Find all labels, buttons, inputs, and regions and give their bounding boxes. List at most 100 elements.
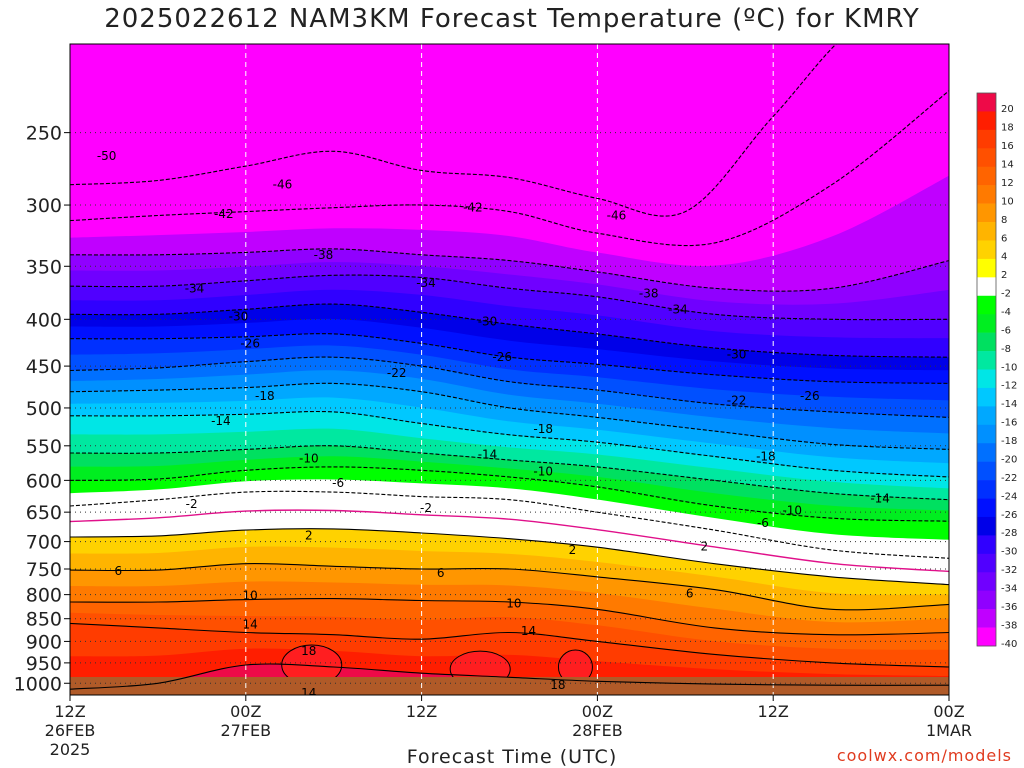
colorbar-swatch	[977, 443, 996, 462]
freezing-line	[70, 509, 949, 573]
isotherm-label: 6	[686, 587, 694, 601]
isotherm-line	[70, 90, 949, 247]
colorbar-tick-label: -6	[1001, 325, 1011, 336]
colorbar-swatch	[977, 406, 996, 426]
isotherm-label: -2	[420, 501, 432, 515]
colorbar-swatch	[977, 222, 996, 241]
colorbar-tick-label: 12	[1001, 178, 1014, 189]
isotherm-label: -2	[186, 497, 198, 511]
isotherm-label: -38	[314, 248, 334, 262]
isotherm-label: -14	[211, 414, 231, 428]
colorbar-tick-label: 14	[1001, 160, 1014, 171]
y-tick-label: 1000	[14, 673, 62, 695]
colorbar-swatch	[977, 498, 996, 518]
colorbar-tick-label: 6	[1001, 233, 1007, 244]
colorbar-swatch	[977, 369, 996, 389]
colorbar-swatch	[977, 351, 996, 370]
colorbar-swatch	[977, 590, 996, 610]
chart-title: 2025022612 NAM3KM Forecast Temperature (…	[104, 4, 920, 34]
x-tick-label: 1MAR	[926, 721, 972, 740]
isotherm-label: -26	[492, 350, 512, 364]
y-tick-label: 600	[26, 470, 62, 492]
isotherm-line	[70, 44, 837, 217]
colorbar-tick-label: -18	[1001, 436, 1017, 447]
isotherm-label: -18	[533, 422, 553, 436]
isotherm-label: -14	[478, 447, 498, 461]
colorbar-swatch	[977, 572, 996, 591]
isotherm-line	[70, 248, 949, 292]
y-tick-label: 900	[26, 631, 62, 653]
isotherm-label: -46	[273, 178, 293, 192]
colorbar-tick-label: 2	[1001, 270, 1007, 281]
isotherm-label: -18	[255, 389, 275, 403]
isotherm-label: -34	[185, 281, 205, 295]
colorbar-tick-label: -26	[1001, 510, 1017, 521]
colorbar-tick-label: 20	[1001, 104, 1014, 115]
x-tick-label: 12Z	[406, 702, 437, 721]
y-tick-label: 700	[26, 532, 62, 554]
y-tick-label: 850	[26, 609, 62, 631]
isotherm-label: -22	[387, 366, 407, 380]
colorbar-tick-label: -20	[1001, 454, 1017, 465]
colorbar-swatch	[977, 480, 996, 499]
isotherm-line	[70, 622, 949, 668]
isotherm-label: -30	[478, 314, 498, 328]
colorbar-tick-label: -36	[1001, 602, 1017, 613]
x-tick-label: 26FEB	[45, 721, 96, 740]
isotherm-line	[70, 490, 949, 559]
colorbar-swatch	[977, 332, 996, 352]
ground-strip	[70, 677, 949, 695]
isotherm-line	[70, 303, 949, 358]
isotherm-label: 14	[521, 624, 536, 638]
colorbar-tick-label: -22	[1001, 473, 1017, 484]
isotherm-label: -34	[416, 276, 436, 290]
x-tick-label: 28FEB	[572, 721, 623, 740]
colorbar-swatch	[977, 277, 996, 297]
x-tick-label: 2025	[50, 740, 91, 759]
colorbar-tick-label: -28	[1001, 528, 1017, 539]
isotherm-line	[70, 466, 949, 522]
isotherm-line	[70, 528, 949, 586]
plot-frame	[69, 43, 950, 696]
isotherm-line	[70, 333, 949, 384]
isotherm-label: 14	[243, 617, 258, 631]
isotherm-line	[70, 382, 949, 450]
colorbar-tick-label: 16	[1001, 141, 1014, 152]
y-tick-label: 400	[26, 309, 62, 331]
isotherm-label: -6	[332, 476, 344, 490]
isotherm-label: 18	[550, 678, 565, 692]
colorbar-tick-label: -16	[1001, 418, 1017, 429]
isotherm-label: -46	[607, 209, 627, 223]
y-tick-label: 650	[26, 502, 62, 524]
isotherm-label: -6	[757, 516, 769, 530]
colorbar-swatch	[977, 314, 996, 333]
isotherm-line	[70, 563, 949, 611]
y-tick-label: 550	[26, 436, 62, 458]
y-tick-label: 750	[26, 559, 62, 581]
isotherm-label: 2	[701, 540, 709, 554]
isotherm-label: -22	[727, 394, 747, 408]
y-tick-label: 800	[26, 585, 62, 607]
colorbar-tick-label: -38	[1001, 620, 1017, 631]
y-tick-label: 350	[26, 256, 62, 278]
colorbar-swatch	[977, 387, 996, 407]
x-tick-label: 00Z	[230, 702, 261, 721]
isotherm-label: 10	[506, 596, 521, 610]
x-tick-label: 12Z	[758, 702, 789, 721]
colorbar-swatch	[977, 627, 996, 647]
colorbar-tick-label: -4	[1001, 307, 1011, 318]
colorbar-swatch	[977, 516, 996, 536]
isotherm-line	[70, 356, 949, 418]
colorbar-tick-label: 10	[1001, 196, 1014, 207]
colorbar-swatch	[977, 93, 996, 112]
isotherm-label: -42	[463, 201, 483, 215]
isotherm-label: -30	[229, 309, 249, 323]
source-credit: coolwx.com/models	[836, 746, 1012, 765]
y-tick-label: 450	[26, 356, 62, 378]
y-tick-label: 950	[26, 653, 62, 675]
colorbar-swatch	[977, 240, 996, 260]
colorbar-tick-label: -40	[1001, 639, 1017, 650]
isotherm-label: -34	[668, 302, 688, 316]
x-tick-label: 00Z	[582, 702, 613, 721]
